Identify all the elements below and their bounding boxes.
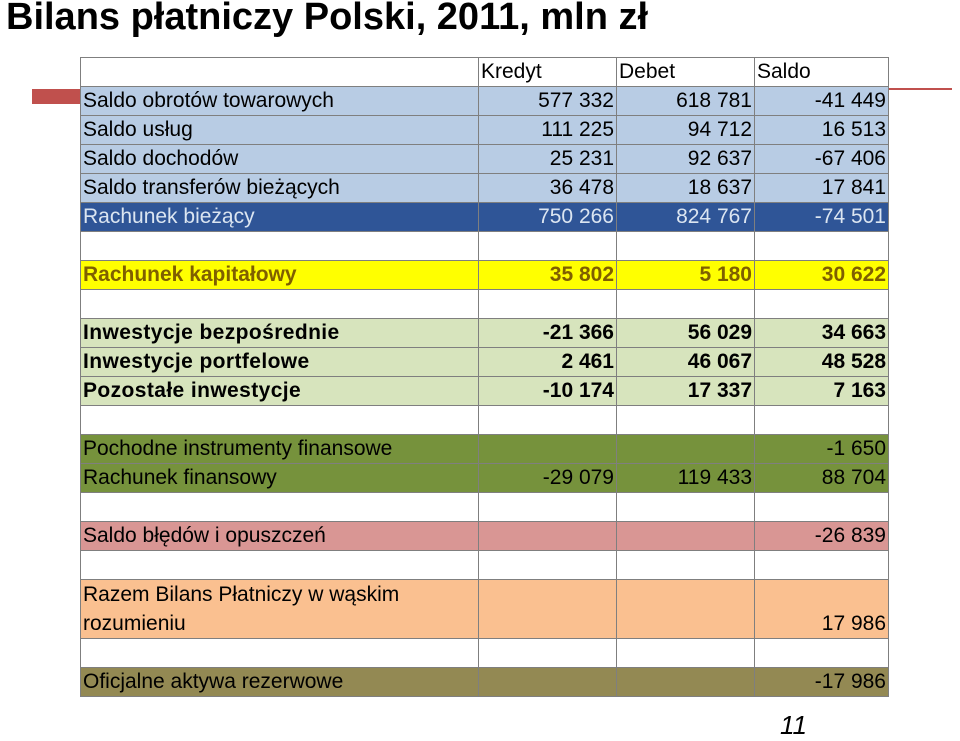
table-row: Oficjalne aktywa rezerwowe -17 986 — [80, 667, 889, 697]
saldo-value: 34 663 — [754, 318, 889, 348]
table-row: Inwestycje bezpośrednie -21 366 56 029 3… — [80, 318, 889, 348]
debet-value: 18 637 — [616, 173, 755, 203]
kredyt-value: -29 079 — [478, 463, 617, 493]
kredyt-value: 750 266 — [478, 202, 617, 232]
spacer-row — [80, 405, 889, 435]
saldo-value: 16 513 — [754, 115, 889, 145]
row-label: Saldo błędów i opuszczeń — [80, 521, 479, 551]
saldo-value: -67 406 — [754, 144, 889, 174]
decorative-line-right — [888, 88, 952, 90]
row-label: Rachunek finansowy — [80, 463, 479, 493]
table-row: Saldo transferów bieżących 36 478 18 637… — [80, 173, 889, 203]
saldo-value: -41 449 — [754, 86, 889, 116]
kredyt-value — [478, 521, 617, 551]
table-row: Saldo obrotów towarowych 577 332 618 781… — [80, 86, 889, 116]
row-label: Oficjalne aktywa rezerwowe — [80, 667, 479, 697]
kredyt-value: 111 225 — [478, 115, 617, 145]
debet-value: 94 712 — [616, 115, 755, 145]
table-row: Saldo dochodów 25 231 92 637 -67 406 — [80, 144, 889, 174]
kredyt-value — [478, 434, 617, 464]
table-row: Pochodne instrumenty finansowe -1 650 — [80, 434, 889, 464]
debet-value: 618 781 — [616, 86, 755, 116]
table-row: Saldo usług 111 225 94 712 16 513 — [80, 115, 889, 145]
kredyt-value: -10 174 — [478, 376, 617, 406]
saldo-value: 88 704 — [754, 463, 889, 493]
debet-value: 92 637 — [616, 144, 755, 174]
kredyt-value — [478, 579, 617, 639]
saldo-value: -26 839 — [754, 521, 889, 551]
debet-value: 46 067 — [616, 347, 755, 377]
table-row: Saldo błędów i opuszczeń -26 839 — [80, 521, 889, 551]
row-label: Saldo transferów bieżących — [80, 173, 479, 203]
saldo-value: 17 986 — [754, 579, 889, 639]
saldo-value: 7 163 — [754, 376, 889, 406]
saldo-value: -74 501 — [754, 202, 889, 232]
debet-value: 17 337 — [616, 376, 755, 406]
row-label: Rachunek bieżący — [80, 202, 479, 232]
debet-value — [616, 579, 755, 639]
table-row: Rachunek bieżący 750 266 824 767 -74 501 — [80, 202, 889, 232]
table-row: Inwestycje portfelowe 2 461 46 067 48 52… — [80, 347, 889, 377]
saldo-value: 17 841 — [754, 173, 889, 203]
debet-value: 119 433 — [616, 463, 755, 493]
row-label: Razem Bilans Płatniczy w wąskim rozumien… — [80, 579, 479, 639]
kredyt-value: -21 366 — [478, 318, 617, 348]
saldo-value: -1 650 — [754, 434, 889, 464]
table-row: Rachunek finansowy -29 079 119 433 88 70… — [80, 463, 889, 493]
table-row: Pozostałe inwestycje -10 174 17 337 7 16… — [80, 376, 889, 406]
header-saldo: Saldo — [754, 57, 889, 87]
table-header-row: Kredyt Debet Saldo — [80, 57, 889, 87]
row-label: Saldo usług — [80, 115, 479, 145]
row-label: Pozostałe inwestycje — [80, 376, 479, 406]
debet-value: 5 180 — [616, 260, 755, 290]
row-label: Inwestycje bezpośrednie — [80, 318, 479, 348]
balance-of-payments-table: Kredyt Debet Saldo Saldo obrotów towarow… — [80, 57, 889, 697]
spacer-row — [80, 492, 889, 522]
spacer-row — [80, 638, 889, 668]
row-label: Saldo dochodów — [80, 144, 479, 174]
saldo-value: 30 622 — [754, 260, 889, 290]
row-label: Inwestycje portfelowe — [80, 347, 479, 377]
debet-value: 56 029 — [616, 318, 755, 348]
decorative-bar-left — [32, 89, 82, 104]
kredyt-value: 36 478 — [478, 173, 617, 203]
row-label: Saldo obrotów towarowych — [80, 86, 479, 116]
page-number: 11 — [780, 710, 807, 740]
kredyt-value: 25 231 — [478, 144, 617, 174]
debet-value — [616, 667, 755, 697]
header-kredyt: Kredyt — [478, 57, 617, 87]
header-debet: Debet — [616, 57, 755, 87]
page-title: Bilans płatniczy Polski, 2011, mln zł — [6, 0, 649, 38]
kredyt-value — [478, 667, 617, 697]
kredyt-value: 577 332 — [478, 86, 617, 116]
debet-value — [616, 521, 755, 551]
saldo-value: -17 986 — [754, 667, 889, 697]
kredyt-value: 2 461 — [478, 347, 617, 377]
spacer-row — [80, 289, 889, 319]
spacer-row — [80, 231, 889, 261]
row-label: Rachunek kapitałowy — [80, 260, 479, 290]
header-empty-cell — [80, 57, 479, 87]
saldo-value: 48 528 — [754, 347, 889, 377]
spacer-row — [80, 550, 889, 580]
debet-value — [616, 434, 755, 464]
table-row: Razem Bilans Płatniczy w wąskim rozumien… — [80, 579, 889, 639]
debet-value: 824 767 — [616, 202, 755, 232]
table-row: Rachunek kapitałowy 35 802 5 180 30 622 — [80, 260, 889, 290]
kredyt-value: 35 802 — [478, 260, 617, 290]
row-label: Pochodne instrumenty finansowe — [80, 434, 479, 464]
